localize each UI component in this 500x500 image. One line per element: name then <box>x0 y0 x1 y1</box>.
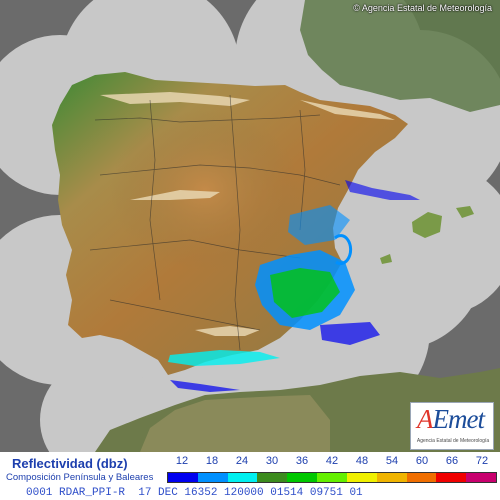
legend-scale-label: 42 <box>325 455 339 467</box>
legend-scale-label: 54 <box>385 455 399 467</box>
echo-sea-light <box>320 322 380 345</box>
land-france <box>300 0 500 112</box>
aemet-logo-wordmark: AEmet <box>417 404 485 434</box>
legend-scale-swatch <box>168 473 198 482</box>
legend-subtitle: Composición Península y Baleares <box>6 472 154 483</box>
legend-scale-labels: 12 18 24 30 36 42 48 54 60 66 72 <box>167 455 497 469</box>
meseta-plateau <box>110 110 300 270</box>
legend-scale-label: 18 <box>205 455 219 467</box>
legend-scale-swatch <box>197 473 228 482</box>
legend-scale-swatch <box>466 473 496 482</box>
radar-map-graphic <box>0 0 500 452</box>
aemet-logo: AEmet Agencia Estatal de Meteorología <box>410 402 494 450</box>
aemet-logo-subtext: Agencia Estatal de Meteorología <box>416 438 490 444</box>
precipitation-echoes <box>168 180 420 392</box>
land-africa-coverage <box>140 395 330 452</box>
legend-scale-swatch <box>287 473 318 482</box>
legend-color-scale <box>167 472 497 483</box>
region-boundaries <box>89 94 341 351</box>
echo-strait-band <box>170 380 240 392</box>
legend-scale-label: 36 <box>295 455 309 467</box>
echo-south-band <box>168 350 280 366</box>
radar-product-footer: 0001 RDAR_PPI-R 17 DEC 16352 120000 0151… <box>0 486 500 500</box>
legend-scale-label: 48 <box>355 455 369 467</box>
legend-scale-swatch <box>406 473 437 482</box>
legend-scale-swatch <box>257 473 288 482</box>
echo-coast-north <box>345 180 420 200</box>
echo-valencia-ring <box>333 234 353 266</box>
legend-scale-label: 24 <box>235 455 249 467</box>
radar-map: © Agencia Estatal de Meteorología AEmet … <box>0 0 500 452</box>
legend-scale-swatch <box>317 473 347 482</box>
echo-light-north <box>288 205 350 245</box>
legend-scale-label: 30 <box>265 455 279 467</box>
echo-east-coast-moderate <box>270 268 340 318</box>
legend-scale-swatch <box>346 473 377 482</box>
copyright-notice: © Agencia Estatal de Meteorología <box>353 3 492 13</box>
legend-scale-swatch <box>436 473 467 482</box>
legend-scale-swatch <box>376 473 407 482</box>
legend: Reflectividad (dbz) Composición Penínsul… <box>0 452 500 486</box>
mountain-ranges <box>100 92 395 336</box>
legend-scale-swatch <box>227 473 258 482</box>
legend-scale-label: 12 <box>175 455 189 467</box>
legend-scale-label: 60 <box>415 455 429 467</box>
balearic-islands <box>380 206 474 264</box>
legend-title: Reflectividad (dbz) <box>12 456 128 471</box>
legend-scale-label: 66 <box>445 455 459 467</box>
legend-scale-label: 72 <box>475 455 489 467</box>
